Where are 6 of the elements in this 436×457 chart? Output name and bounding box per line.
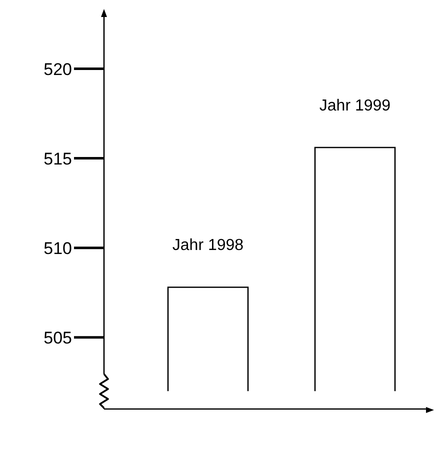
- y-tick-label: 510: [44, 238, 72, 258]
- y-tick-label: 515: [44, 149, 72, 168]
- x-tick-label: Jahr 1998: [172, 237, 244, 254]
- y-tick-label: 520: [44, 60, 72, 79]
- x-tick-label: Jahr 1999: [319, 98, 391, 115]
- y-tick-label: 505: [44, 328, 72, 348]
